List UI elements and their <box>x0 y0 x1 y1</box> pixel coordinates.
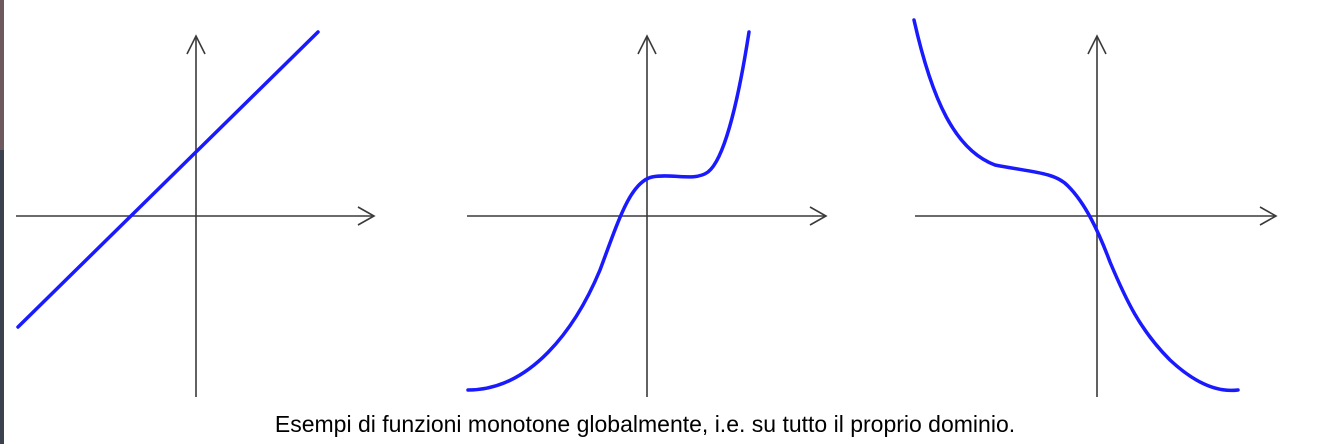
figure-caption: Esempi di funzioni monotone globalmente,… <box>274 411 1016 437</box>
function-curve <box>16 30 320 329</box>
x-axis-arrow-icon <box>809 206 828 226</box>
y-axis <box>186 34 206 397</box>
left-edge-strip-top <box>0 0 4 150</box>
y-axis-arrow-icon <box>186 34 206 55</box>
y-axis-arrow-icon <box>637 34 657 55</box>
x-axis-arrow-icon <box>1259 206 1278 226</box>
function-curve <box>466 30 751 392</box>
x-axis <box>915 206 1278 226</box>
panel-cubic-decreasing <box>912 18 1278 397</box>
x-axis-arrow-icon <box>357 206 376 226</box>
monotone-functions-figure <box>16 18 1278 397</box>
x-axis <box>16 206 376 226</box>
panel-linear-increasing <box>16 30 376 397</box>
panel-cubic-increasing <box>466 30 828 397</box>
y-axis <box>1087 34 1107 397</box>
function-curve <box>912 18 1240 393</box>
y-axis <box>637 34 657 397</box>
y-axis-arrow-icon <box>1087 34 1107 55</box>
left-edge-strip <box>0 0 4 444</box>
